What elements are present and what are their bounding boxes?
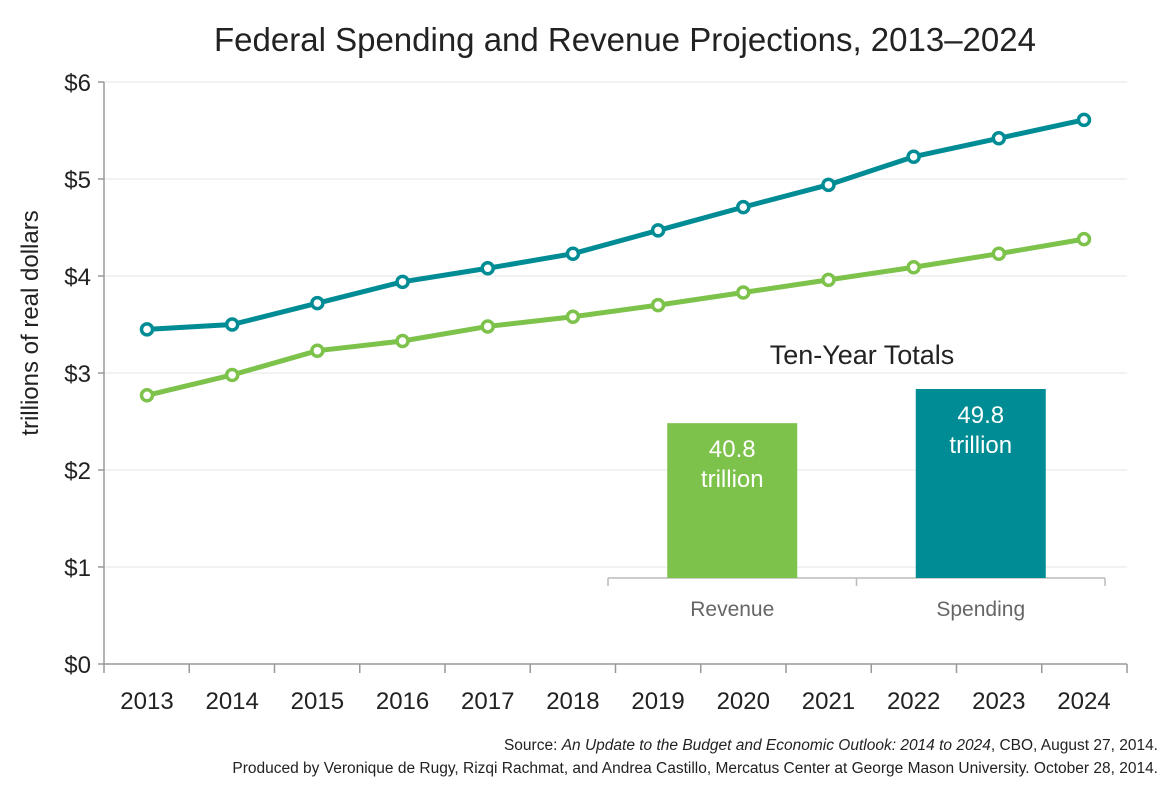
- data-point-spending: [395, 274, 410, 290]
- x-tick-label: 2022: [887, 688, 940, 715]
- data-point-revenue: [906, 260, 921, 275]
- x-tick-label: 2018: [546, 688, 599, 715]
- data-point-spending: [224, 317, 240, 332]
- x-tick-label: 2014: [205, 688, 258, 715]
- data-point-spending: [565, 246, 581, 261]
- inset-value-unit: trillion: [949, 432, 1012, 459]
- series-line-revenue: [144, 236, 1087, 398]
- inset-bar-spending: [915, 389, 1046, 578]
- series-line-spending: [144, 117, 1087, 332]
- y-tick-label: $3: [64, 361, 91, 388]
- x-tick-label: 2013: [120, 688, 173, 715]
- inset-category-label: Revenue: [690, 598, 774, 621]
- data-point-revenue: [565, 309, 581, 324]
- series-spending: [139, 112, 1092, 337]
- source-prefix: Source:: [503, 737, 562, 754]
- data-point-spending: [650, 223, 666, 238]
- y-tick-label: $6: [64, 70, 91, 97]
- x-tick-label: 2023: [972, 688, 1025, 715]
- inset-value-label: 40.8: [709, 436, 756, 463]
- source-title: An Update to the Budget and Economic Out…: [561, 737, 991, 754]
- y-tick-label: $1: [64, 555, 91, 582]
- data-point-revenue: [139, 388, 155, 403]
- inset-value-unit: trillion: [701, 466, 764, 493]
- data-point-spending: [1076, 112, 1092, 128]
- data-point-revenue: [480, 319, 495, 334]
- data-point-revenue: [736, 285, 751, 300]
- series-revenue: [139, 231, 1092, 403]
- data-point-spending: [310, 295, 325, 311]
- data-point-revenue: [991, 246, 1007, 261]
- data-point-spending: [736, 199, 751, 215]
- data-point-revenue: [1076, 231, 1092, 247]
- y-tick-label: $5: [64, 167, 91, 194]
- data-point-revenue: [821, 272, 836, 288]
- inset-bar-revenue: [667, 423, 798, 578]
- data-point-revenue: [310, 343, 325, 358]
- x-tick-label: 2024: [1057, 688, 1110, 715]
- source-note: Source: An Update to the Budget and Econ…: [504, 737, 1158, 755]
- y-axis-ticks: $0 $1 $2 $3 $4 $5 $6: [64, 70, 91, 679]
- y-axis-label: trillions of real dollars: [17, 210, 44, 435]
- series-layer: [139, 112, 1092, 403]
- x-tick-label: 2015: [291, 688, 344, 715]
- ten-year-totals-inset: Ten-Year Totals 40.8 trillion Revenue 49.8 t…: [607, 340, 1106, 621]
- source-suffix: , CBO, August 27, 2014.: [990, 737, 1158, 754]
- x-tick-label: 2016: [376, 688, 429, 715]
- data-point-spending: [139, 322, 155, 337]
- x-tick-label: 2020: [717, 688, 770, 715]
- data-point-spending: [480, 260, 495, 276]
- y-tick-label: $4: [64, 264, 91, 291]
- x-axis-ticks: 2013 2014 2015 2016 2017 2018 2019 2020 2021 2022…: [120, 688, 1110, 715]
- inset-bars: 40.8 trillion Revenue 49.8 trillion Spending: [607, 389, 1106, 621]
- data-point-revenue: [224, 367, 240, 383]
- data-point-revenue: [395, 333, 410, 349]
- data-point-revenue: [650, 297, 666, 313]
- x-tick-label: 2019: [631, 688, 684, 715]
- credit-note: Produced by Veronique de Rugy, Rizqi Rac…: [232, 760, 1158, 777]
- inset-title: Ten-Year Totals: [770, 340, 955, 370]
- x-tick-label: 2017: [461, 688, 514, 715]
- data-point-spending: [821, 177, 836, 193]
- y-tick-label: $2: [64, 458, 91, 485]
- data-point-spending: [906, 149, 921, 164]
- y-tick-label: $0: [64, 652, 91, 679]
- x-tick-label: 2021: [802, 688, 855, 715]
- data-point-spending: [991, 131, 1007, 146]
- inset-value-label: 49.8: [957, 402, 1004, 429]
- axes: [98, 81, 1128, 673]
- chart-title: Federal Spending and Revenue Projections…: [214, 21, 1036, 58]
- inset-category-label: Spending: [936, 598, 1025, 621]
